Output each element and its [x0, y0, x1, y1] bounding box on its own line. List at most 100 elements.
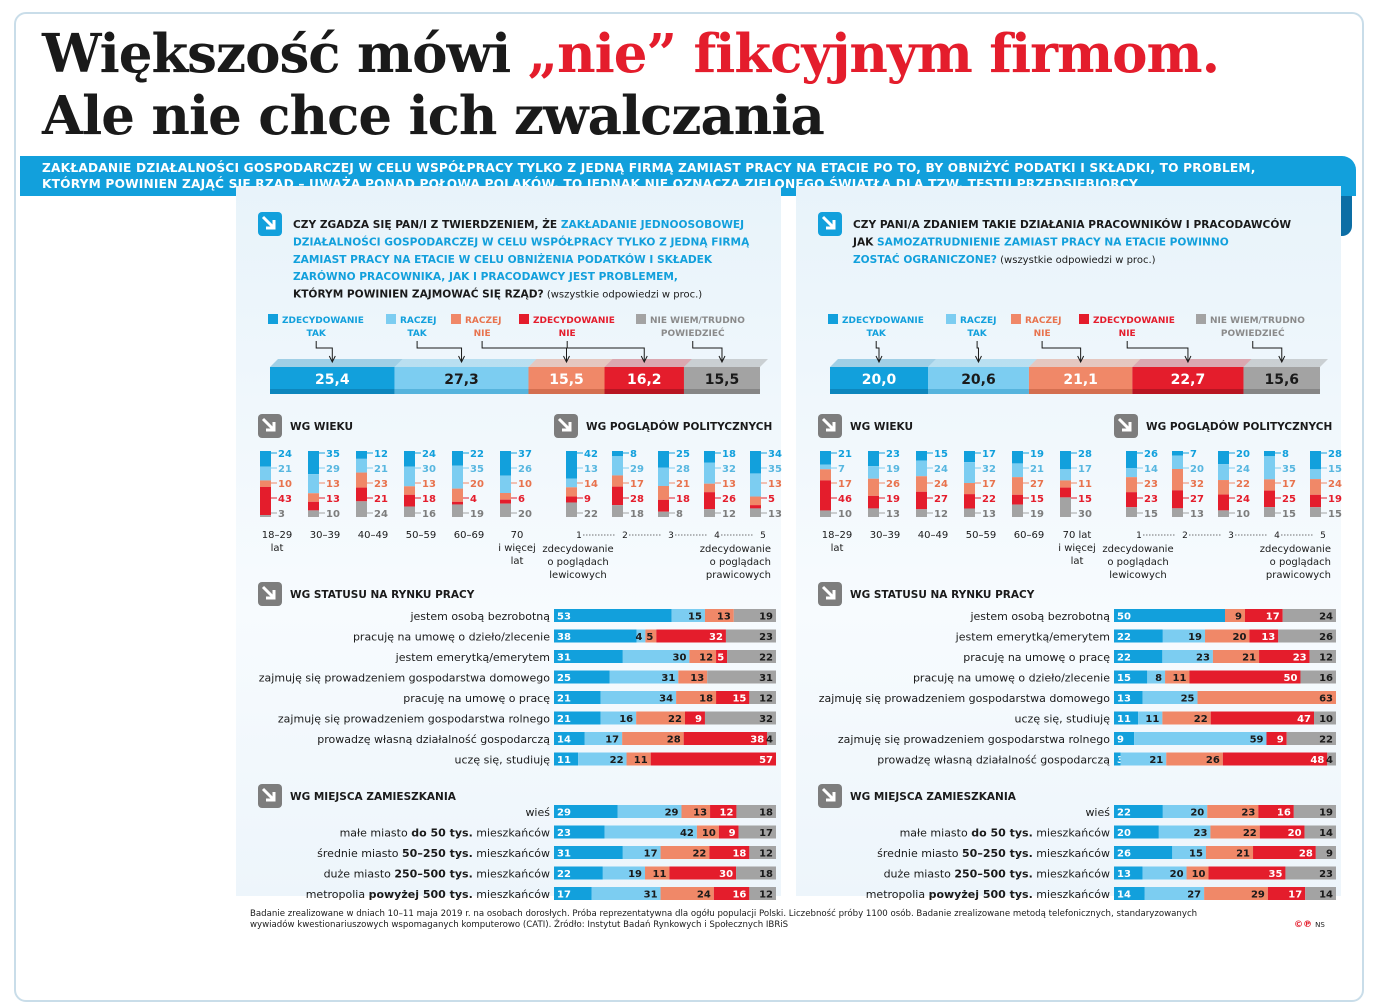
status-seg: [1147, 670, 1166, 684]
legend-swatch-2: [1011, 314, 1021, 324]
overall-seg-top-1: [394, 359, 537, 367]
status-value: 31: [557, 653, 571, 664]
legend-sub-1: TAK: [967, 329, 987, 339]
overall-seg-top-0: [830, 359, 936, 367]
overall-seg-shadow-0: [830, 389, 928, 394]
status-seg: [1286, 732, 1336, 745]
age-value: 30: [422, 464, 436, 475]
question-span: KTÓRYM POWINIEN ZAJMOWAĆ SIĘ RZĄD?: [293, 288, 544, 301]
pol-right-label: prawicowych: [1266, 570, 1331, 581]
place-value: 10: [702, 828, 716, 839]
footnote-line-2: wywiadów kwestionariuszowych wspomaganyc…: [250, 920, 789, 930]
age-seg: [404, 486, 415, 495]
place-label-0: wieś: [1085, 806, 1110, 819]
age-seg: [868, 495, 879, 509]
legend-swatch-2: [451, 314, 461, 324]
place-value: 20: [1170, 869, 1184, 880]
status-value: 22: [759, 653, 773, 664]
legend-label-4: NIE WIEM/TRUDNO: [1210, 316, 1305, 326]
overall-seg-4: [1243, 367, 1320, 389]
place-seg: [1172, 846, 1206, 859]
overall-seg-shadow-1: [928, 389, 1029, 394]
status-seg: [1282, 609, 1336, 622]
overall-seg-1: [928, 367, 1029, 389]
age-seg: [356, 487, 367, 502]
status-seg: [554, 752, 579, 766]
legend-swatch-3: [519, 314, 529, 324]
place-value: 18: [759, 808, 773, 819]
question-span: CZY ZGADZA SIĘ PAN/I Z TWIERDZENIEM, ŻE: [293, 217, 561, 231]
legend-swatch-0: [828, 314, 838, 324]
status-value: 38: [557, 632, 571, 643]
legend-sub-0: TAK: [307, 329, 327, 339]
age-value: 26: [886, 479, 900, 490]
age-value: 19: [1030, 509, 1044, 520]
panel-right-group: CZY PANI/A ZDANIEM TAKIE DZIAŁANIA PRACO…: [818, 212, 1342, 901]
pol-seg: [566, 451, 577, 479]
legend-arrow-4: [718, 355, 726, 364]
pol-left-label: lewicowych: [549, 570, 606, 581]
age-value: 19: [470, 509, 484, 520]
pol-value: 17: [1282, 479, 1296, 490]
age-value: 11: [1078, 479, 1092, 490]
pol-tick-0: 1: [1136, 531, 1142, 541]
age-seg: [964, 508, 975, 517]
age-value: 21: [278, 464, 292, 475]
age-seg: [916, 451, 927, 461]
pol-value: 25: [676, 449, 690, 460]
pol-icon-arrow: [1117, 417, 1132, 432]
legend-label-3: ZDECYDOWANIE: [533, 316, 615, 326]
pol-value: 28: [676, 464, 690, 475]
pol-tick-0: 1: [576, 531, 582, 541]
place-seg: [736, 866, 776, 880]
title-part-black: Większość mówi: [42, 23, 528, 85]
status-seg: [554, 609, 672, 622]
place-value: 26: [1117, 849, 1131, 860]
overall-seg-top-2: [1028, 359, 1141, 367]
status-value: 15: [1117, 673, 1131, 684]
legend-sub-0: TAK: [867, 329, 887, 339]
pol-seg: [1218, 510, 1229, 517]
status-value: 26: [1319, 632, 1333, 643]
pol-seg: [750, 505, 761, 509]
overall-seg-3: [604, 367, 684, 389]
place-seg: [1293, 805, 1336, 818]
status-seg: [707, 670, 776, 684]
status-value: 9: [1235, 612, 1242, 623]
status-label-5: zajmuję się prowadzeniem gospodarstwa ro…: [278, 713, 550, 726]
status-value: 38: [750, 735, 764, 746]
pol-seg: [658, 467, 669, 486]
place-seg: [1142, 866, 1187, 880]
status-label-5: uczę się, studiuję: [1015, 713, 1111, 726]
place-seg: [1186, 866, 1209, 880]
place-seg: [1258, 805, 1294, 818]
status-value: 17: [1266, 612, 1280, 623]
place-label-span: mieszkańców: [1033, 847, 1110, 860]
age-label-5: 70 lat: [1063, 530, 1092, 541]
age-value: 17: [838, 479, 852, 490]
age-value: 10: [278, 479, 292, 490]
pol-icon-arrow: [557, 417, 572, 432]
question-line-2: ZAMIAST PRACY NA ETACIE W CELU OBNIŻENIA…: [293, 252, 713, 266]
pol-value: 32: [722, 464, 736, 475]
status-value: 24: [1319, 612, 1333, 623]
place-value: 30: [719, 869, 733, 880]
status-value: 13: [690, 673, 704, 684]
status-value: 16: [1319, 673, 1333, 684]
age-label-0: lat: [831, 543, 844, 554]
pol-value: 24: [1236, 494, 1250, 505]
pol-left-label: zdecydowanie: [542, 544, 613, 555]
place-seg: [660, 846, 710, 859]
place-label-span: 50–250 tys.: [962, 847, 1033, 860]
place-value: 31: [557, 849, 571, 860]
status-seg: [636, 711, 685, 725]
place-seg: [1204, 887, 1268, 900]
status-value: 9: [1117, 735, 1124, 746]
age-seg: [404, 506, 415, 517]
place-value: 23: [1194, 828, 1208, 839]
age-value: 46: [838, 494, 852, 505]
age-value: 32: [982, 464, 996, 475]
pol-tick-3: 4: [1274, 531, 1280, 541]
place-value: 12: [759, 890, 773, 901]
overall-seg-1: [394, 367, 529, 389]
